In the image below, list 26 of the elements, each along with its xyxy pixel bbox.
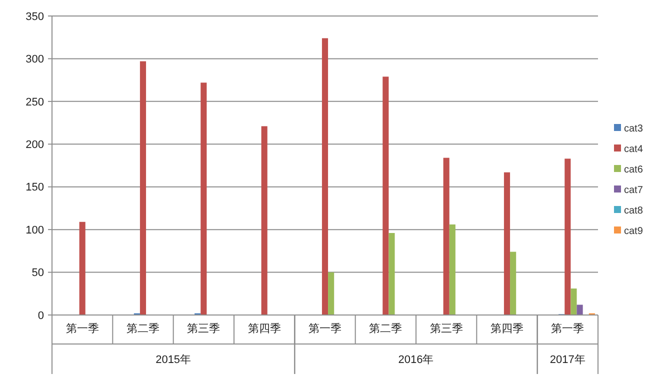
- y-tick-label: 50: [32, 267, 44, 280]
- legend-label: cat7: [624, 185, 644, 196]
- y-tick-label: 0: [38, 310, 44, 322]
- legend-label: cat4: [624, 144, 644, 155]
- legend-label: cat9: [624, 226, 644, 237]
- y-tick-label: 200: [26, 138, 44, 151]
- x-tick-label: 第四季: [490, 322, 524, 335]
- text: 2015年: [156, 354, 192, 366]
- x-tick-label: 第一季: [551, 322, 584, 335]
- x-tick-label: 第一季: [308, 322, 342, 335]
- x-tick-label: 第二季: [126, 322, 160, 335]
- y-tick-label: 150: [26, 182, 44, 194]
- x-tick-label: 第三季: [430, 322, 463, 335]
- y-tick-label: 300: [26, 54, 44, 66]
- x-tick-label: 第二季: [369, 322, 402, 335]
- legend-label: cat6: [624, 164, 644, 176]
- x-tick-label: 第一季: [66, 322, 99, 335]
- text: 2017年: [550, 354, 586, 366]
- y-tick-label: 100: [26, 224, 44, 236]
- x-tick-label: 第三季: [187, 322, 220, 335]
- x-tick-label: 第四季: [248, 322, 281, 335]
- y-tick-label: 350: [26, 10, 44, 23]
- legend-label: cat3: [624, 124, 644, 134]
- text: 2016年: [398, 354, 434, 366]
- y-tick-label: 250: [26, 96, 44, 108]
- legend-label: cat8: [624, 206, 644, 216]
